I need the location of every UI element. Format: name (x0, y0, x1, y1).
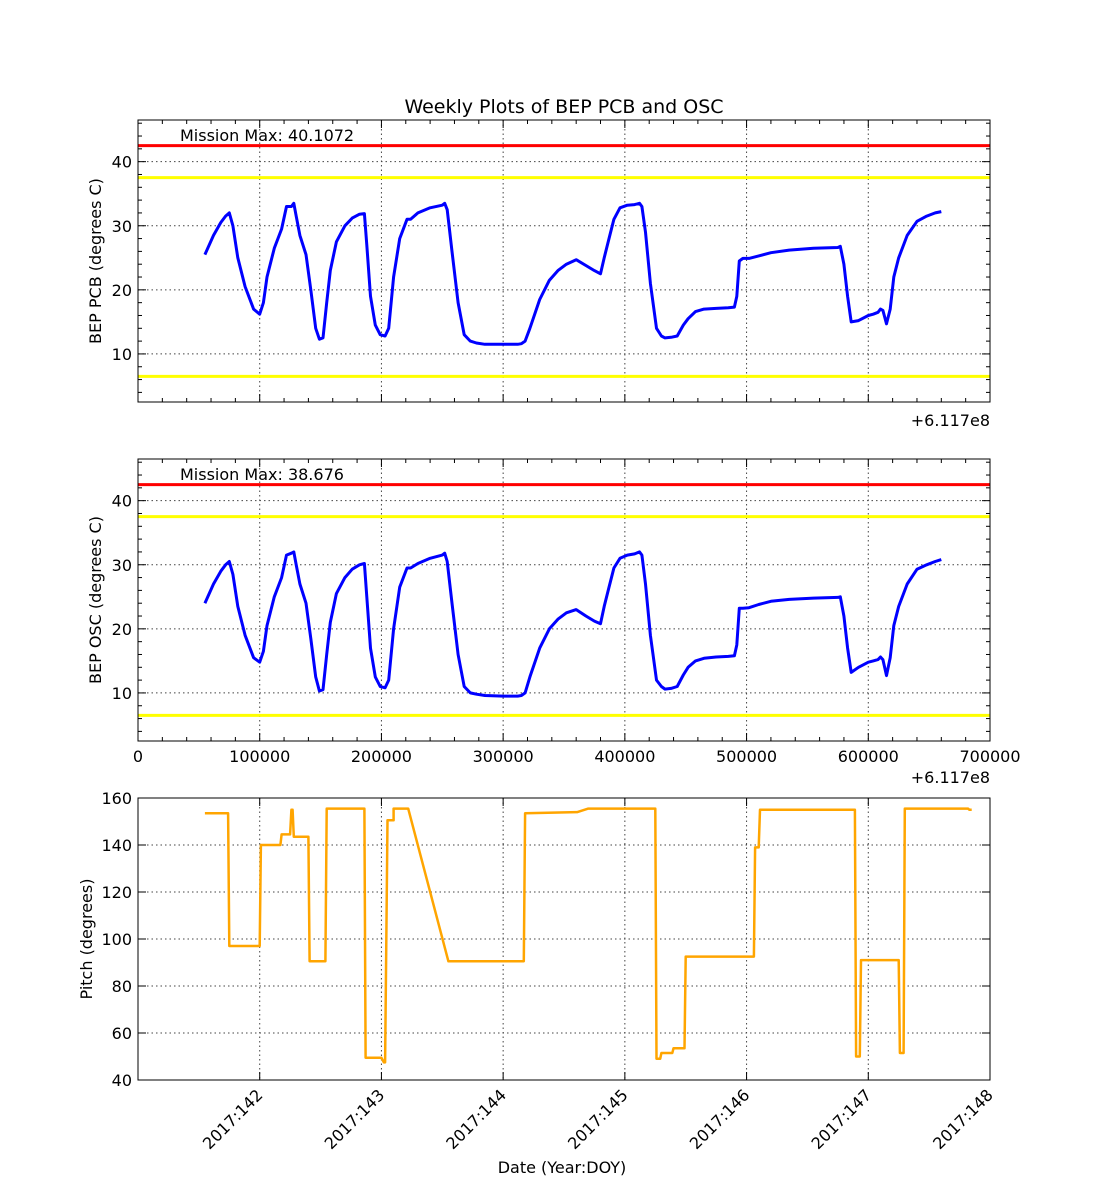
x-tick-label: 300000 (473, 747, 534, 766)
x-tick-label: 400000 (594, 747, 655, 766)
y-tick-label: 160 (101, 789, 132, 808)
y-tick-label: 100 (101, 930, 132, 949)
x-tick-label: 700000 (959, 747, 1020, 766)
y-tick-label: 10 (112, 684, 132, 703)
y-tick-label: 10 (112, 345, 132, 364)
y-tick-label: 40 (112, 153, 132, 172)
x-tick-label: 600000 (838, 747, 899, 766)
x-tick-label: 100000 (229, 747, 290, 766)
series-line (204, 807, 972, 1064)
axis-offset-label: +6.117e8 (911, 411, 990, 430)
y-tick-label: 20 (112, 281, 132, 300)
panel-bep-osc: 10 20 30 40 0 100000 200000 300000 400000 500000 6… (86, 458, 1021, 787)
axis-offset-label: +6.117e8 (911, 768, 990, 787)
y-tick-label: 30 (112, 556, 132, 575)
plot-frame (137, 458, 991, 742)
y-tick-label: 30 (112, 217, 132, 236)
plot-frame (137, 119, 991, 403)
y-axis-title: Pitch (degrees) (77, 879, 96, 1000)
y-axis-title: BEP OSC (degrees C) (86, 516, 105, 684)
y-tick-label: 40 (112, 1071, 132, 1090)
x-axis-title: Date (Year:DOY) (498, 1158, 627, 1177)
y-tick-label: 60 (112, 1024, 132, 1043)
y-tick-label: 140 (101, 836, 132, 855)
y-tick-label: 80 (112, 977, 132, 996)
y-tick-label: 20 (112, 620, 132, 639)
series-line (203, 201, 942, 346)
mission-max-label: Mission Max: 38.676 (180, 465, 344, 484)
series-line (203, 550, 942, 698)
y-tick-label: 40 (112, 492, 132, 511)
x-tick-label: 0 (133, 747, 143, 766)
x-tick-label: 200000 (351, 747, 412, 766)
y-tick-label: 120 (101, 883, 132, 902)
y-axis-title: BEP PCB (degrees C) (86, 178, 105, 344)
panel-bep-pcb: 10 20 30 40 +6.117e8 Mission Max: 40.1072 BEP … (86, 119, 991, 430)
figure-title: Weekly Plots of BEP PCB and OSC (404, 96, 723, 118)
mission-max-label: Mission Max: 40.1072 (180, 126, 354, 145)
x-tick-label: 500000 (716, 747, 777, 766)
